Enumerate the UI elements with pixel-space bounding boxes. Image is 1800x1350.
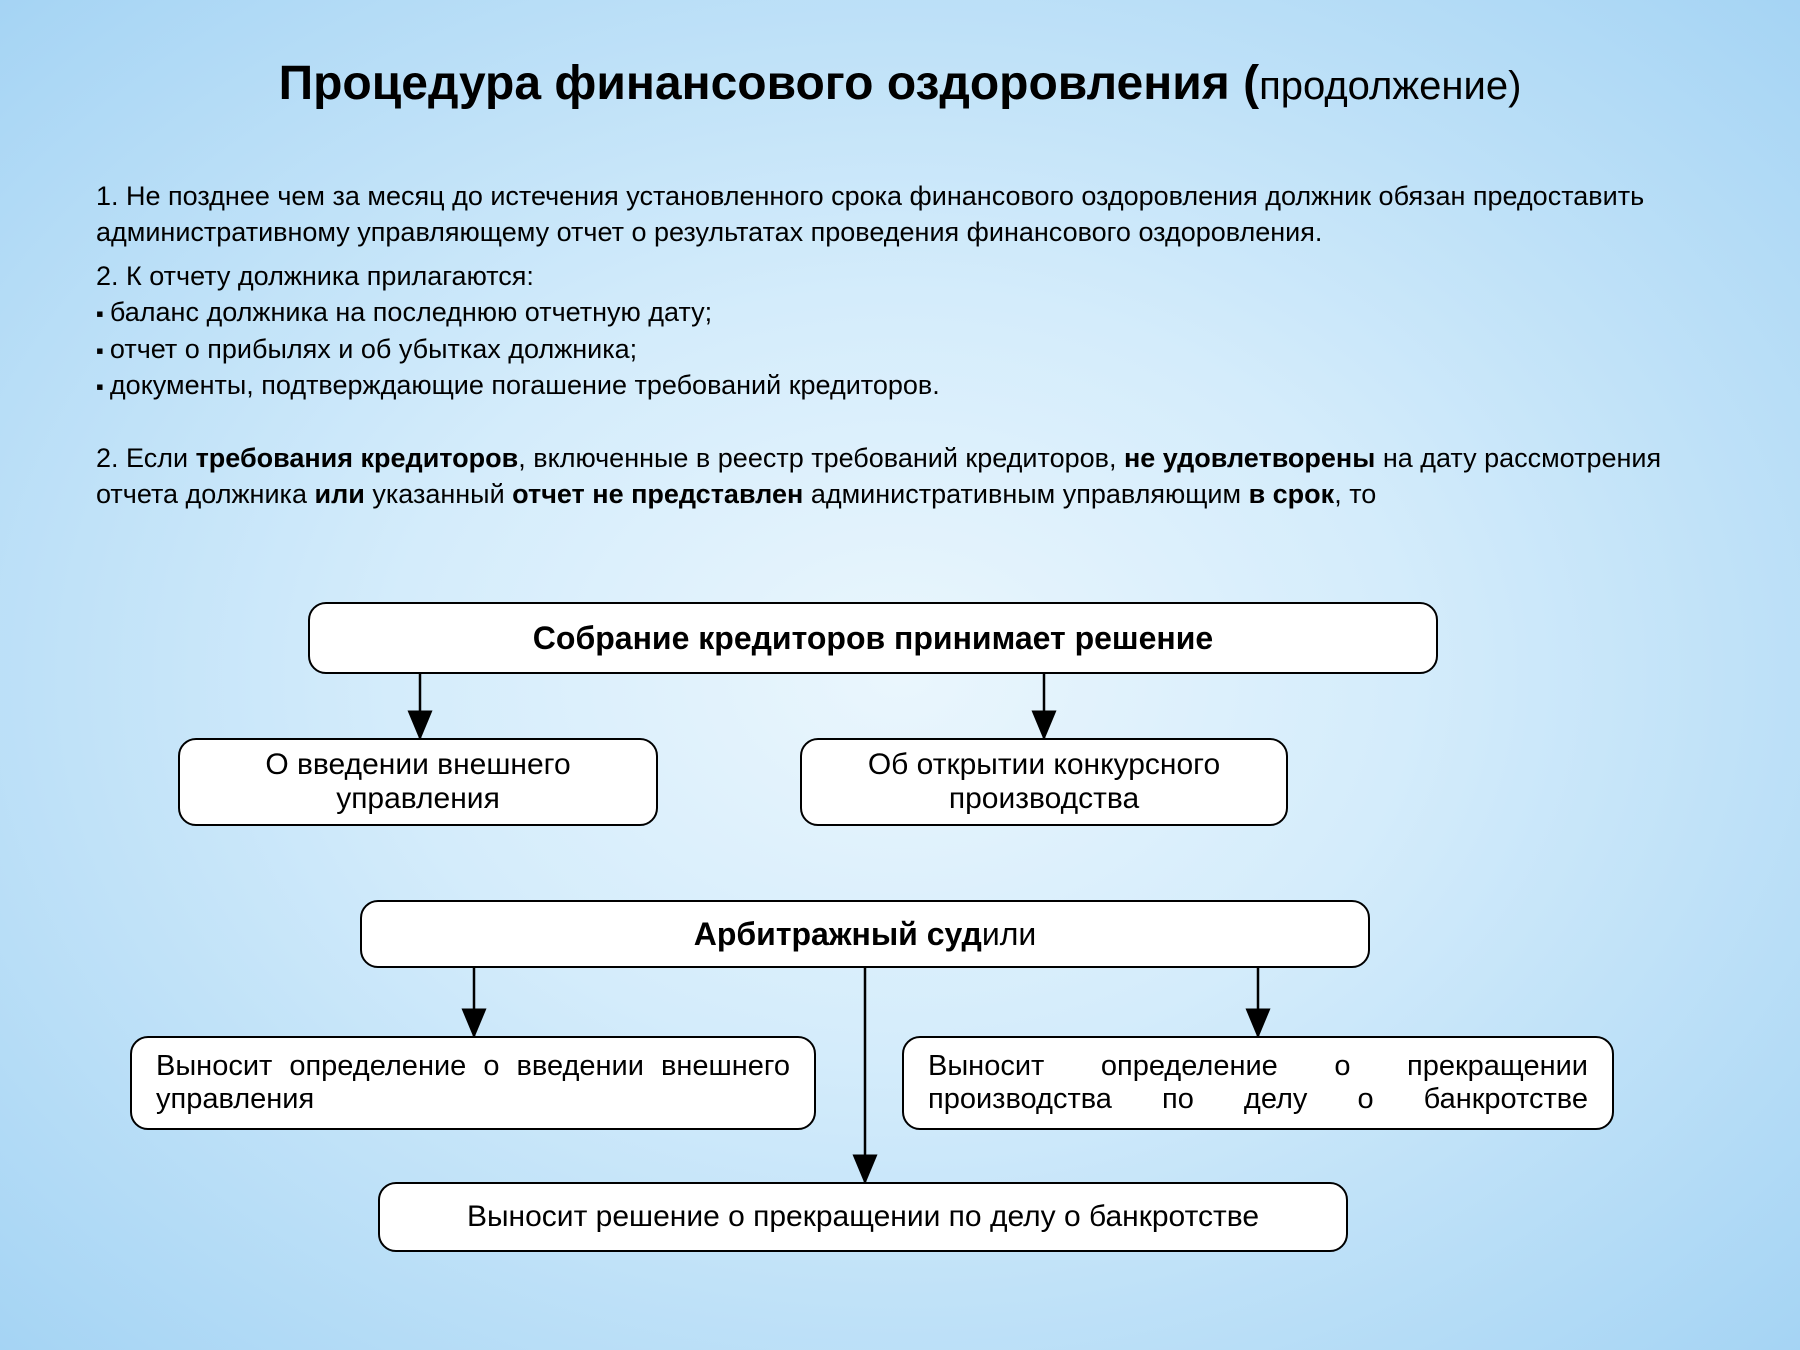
paragraph-2-intro: 2. К отчету должника прилагаются: [96, 258, 1690, 294]
text-run: не удовлетворены [1124, 443, 1375, 473]
flowchart-node: Выносит определение о прекращении произв… [902, 1036, 1614, 1130]
title-sub: продолжение) [1259, 64, 1521, 108]
flowchart-node: О введении внешнего управления [178, 738, 658, 826]
flowchart-node: Об открытии конкурсного производства [800, 738, 1288, 826]
node-label-plain: или [982, 916, 1036, 953]
text-run: административным управляющим [803, 479, 1248, 509]
bullet-item: отчет о прибылях и об убытках должника; [96, 331, 1690, 367]
node-label-bold: Арбитражный суд [694, 916, 982, 953]
bullet-item: документы, подтверждающие погашение треб… [96, 367, 1690, 403]
bullet-list: баланс должника на последнюю отчетную да… [96, 294, 1690, 403]
slide-title: Процедура финансового оздоровления (прод… [0, 56, 1800, 111]
text-run: отчет не представлен [512, 479, 803, 509]
text-run: , то [1334, 479, 1376, 509]
title-main: Процедура финансового оздоровления ( [279, 57, 1259, 110]
paragraph-2-block: 2. К отчету должника прилагаются: баланс… [96, 258, 1690, 404]
flowchart-node: Выносит определение о введении внешнего … [130, 1036, 816, 1130]
flowchart-node: Арбитражный суд или [360, 900, 1370, 968]
text-run: указанный [365, 479, 512, 509]
text-run: требования кредиторов [196, 443, 519, 473]
bullet-item: баланс должника на последнюю отчетную да… [96, 294, 1690, 330]
text-run: в срок [1249, 479, 1335, 509]
text-run: 2. Если [96, 443, 196, 473]
flowchart-node: Собрание кредиторов принимает решение [308, 602, 1438, 674]
paragraph-1: 1. Не позднее чем за месяц до истечения … [96, 178, 1690, 251]
flowchart-node: Выносит решение о прекращении по делу о … [378, 1182, 1348, 1252]
text-run: или [314, 479, 364, 509]
text-run: , включенные в реестр требований кредито… [518, 443, 1124, 473]
paragraph-3: 2. Если требования кредиторов, включенны… [96, 440, 1690, 513]
